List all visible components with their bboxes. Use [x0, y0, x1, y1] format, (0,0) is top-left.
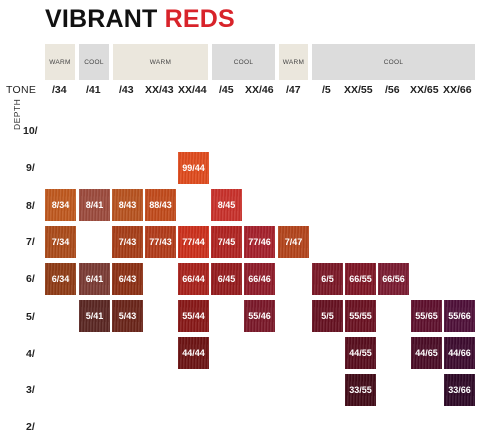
depth-label: 8/ — [26, 200, 35, 212]
tone-label: /43 — [119, 84, 134, 96]
swatch-44-44: 44/44 — [178, 337, 209, 369]
page-title: VIBRANT REDS — [45, 4, 235, 34]
swatch-55-65: 55/65 — [411, 300, 442, 332]
depth-axis-label: DEPTH — [12, 98, 22, 130]
group-header-cool-1: COOL — [79, 44, 109, 80]
swatch-5-5: 5/5 — [312, 300, 343, 332]
swatch-8-45: 8/45 — [211, 189, 242, 221]
swatch-66-46: 66/46 — [244, 263, 275, 295]
title-part-1: VIBRANT — [45, 5, 158, 33]
swatch-66-56: 66/56 — [378, 263, 409, 295]
tone-label: /47 — [286, 84, 301, 96]
swatch-8-43: 8/43 — [112, 189, 143, 221]
swatch-7-34: 7/34 — [45, 226, 76, 258]
swatch-7-43: 7/43 — [112, 226, 143, 258]
tone-label: /34 — [52, 84, 67, 96]
depth-label: 3/ — [26, 384, 35, 396]
group-header-cool-2: COOL — [212, 44, 275, 80]
swatch-7-47: 7/47 — [278, 226, 309, 258]
swatch-7-45: 7/45 — [211, 226, 242, 258]
depth-label: 7/ — [26, 236, 35, 248]
swatch-5-41: 5/41 — [79, 300, 110, 332]
swatch-33-55: 33/55 — [345, 374, 376, 406]
swatch-88-43: 88/43 — [145, 189, 176, 221]
group-header-warm-1: WARM — [45, 44, 75, 80]
swatch-99-44: 99/44 — [178, 152, 209, 184]
depth-label: 5/ — [26, 311, 35, 323]
swatch-77-46: 77/46 — [244, 226, 275, 258]
swatch-55-66: 55/66 — [444, 300, 475, 332]
tone-label: XX/43 — [145, 84, 174, 96]
tone-label: XX/66 — [443, 84, 472, 96]
swatch-6-45: 6/45 — [211, 263, 242, 295]
swatch-77-44: 77/44 — [178, 226, 209, 258]
tone-label: /56 — [385, 84, 400, 96]
tone-label: XX/44 — [178, 84, 207, 96]
swatch-66-44: 66/44 — [178, 263, 209, 295]
swatch-77-43: 77/43 — [145, 226, 176, 258]
swatch-55-55: 55/55 — [345, 300, 376, 332]
group-header-warm-2: WARM — [113, 44, 208, 80]
swatch-55-44: 55/44 — [178, 300, 209, 332]
swatch-66-55: 66/55 — [345, 263, 376, 295]
depth-label: 6/ — [26, 273, 35, 285]
swatch-44-65: 44/65 — [411, 337, 442, 369]
group-header-cool-3: COOL — [312, 44, 475, 80]
swatch-33-66: 33/66 — [444, 374, 475, 406]
tone-label: XX/55 — [344, 84, 373, 96]
tone-label: /5 — [322, 84, 331, 96]
depth-label: 4/ — [26, 348, 35, 360]
tone-label: /41 — [86, 84, 101, 96]
group-header-warm-3: WARM — [279, 44, 308, 80]
swatch-8-41: 8/41 — [79, 189, 110, 221]
tone-label: XX/46 — [245, 84, 274, 96]
tone-label: /45 — [219, 84, 234, 96]
swatch-8-34: 8/34 — [45, 189, 76, 221]
swatch-6-41: 6/41 — [79, 263, 110, 295]
title-part-2: REDS — [164, 5, 235, 33]
swatch-6-43: 6/43 — [112, 263, 143, 295]
tone-label: XX/65 — [410, 84, 439, 96]
depth-label: 2/ — [26, 421, 35, 433]
swatch-44-66: 44/66 — [444, 337, 475, 369]
depth-label: 10/ — [23, 125, 38, 137]
swatch-5-43: 5/43 — [112, 300, 143, 332]
swatch-6-34: 6/34 — [45, 263, 76, 295]
depth-label: 9/ — [26, 162, 35, 174]
swatch-6-5: 6/5 — [312, 263, 343, 295]
swatch-44-55: 44/55 — [345, 337, 376, 369]
tone-axis-label: TONE — [6, 84, 37, 96]
swatch-55-46: 55/46 — [244, 300, 275, 332]
